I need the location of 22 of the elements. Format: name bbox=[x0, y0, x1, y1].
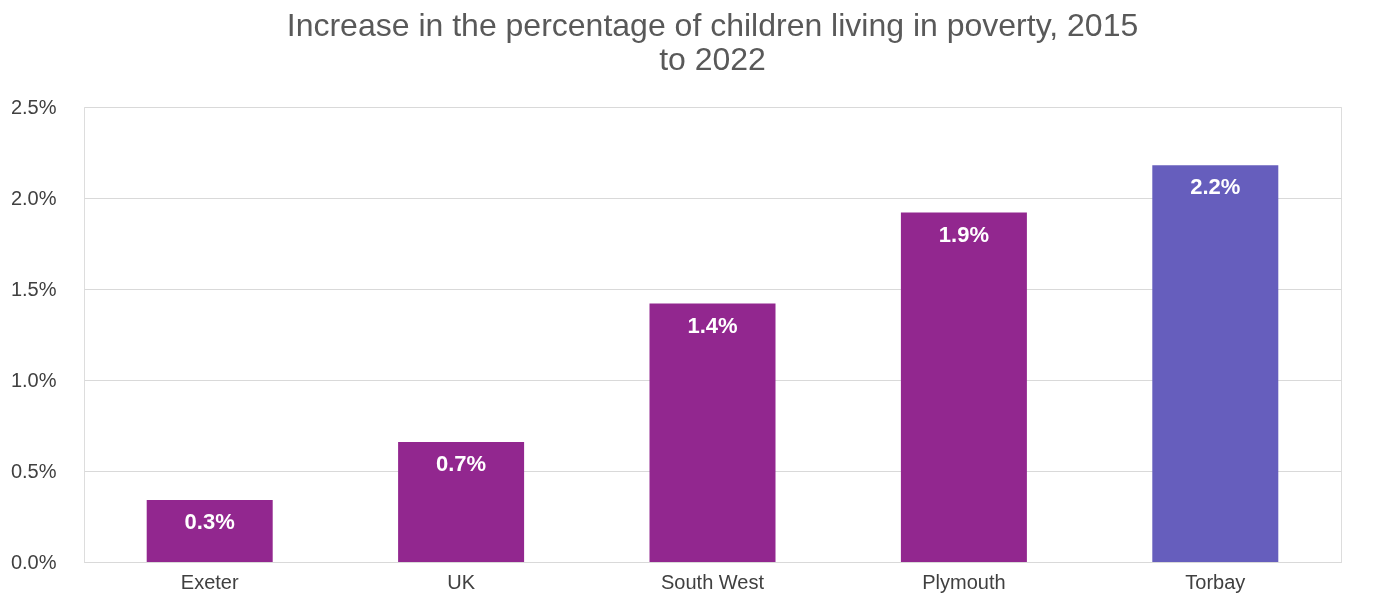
data-label: 0.3% bbox=[184, 509, 235, 535]
data-label: 0.7% bbox=[436, 450, 487, 476]
bar bbox=[398, 441, 525, 562]
data-label: 2.2% bbox=[1190, 174, 1241, 200]
y-tick-label: 0.5% bbox=[10, 459, 57, 482]
bar bbox=[1152, 165, 1279, 562]
data-label: 1.4% bbox=[687, 312, 738, 338]
y-tick-label: 0.0% bbox=[10, 550, 57, 573]
bar bbox=[146, 500, 273, 562]
x-tick-label: South West bbox=[660, 570, 765, 593]
chart-title: Increase in the percentage of children living in poverty, 2015 to 2022 bbox=[286, 7, 1139, 77]
x-tick-label: Plymouth bbox=[922, 570, 1006, 593]
y-tick-label: 2.0% bbox=[10, 186, 57, 209]
y-tick-label: 1.0% bbox=[10, 368, 57, 391]
y-tick-label: 1.5% bbox=[10, 277, 57, 300]
x-tick-label: Exeter bbox=[180, 570, 239, 593]
y-tick-label: 2.5% bbox=[10, 95, 57, 118]
x-tick-label: Torbay bbox=[1185, 570, 1246, 593]
data-label: 1.9% bbox=[938, 221, 989, 247]
x-tick-label: UK bbox=[447, 570, 476, 593]
bar bbox=[900, 212, 1027, 562]
bar bbox=[649, 303, 776, 562]
